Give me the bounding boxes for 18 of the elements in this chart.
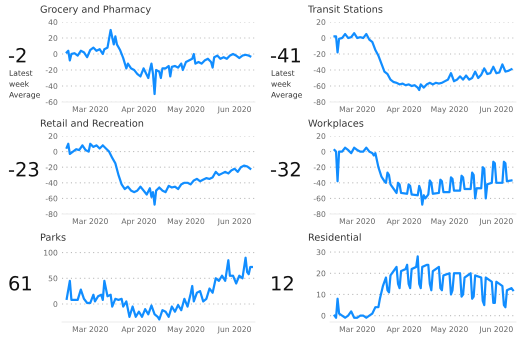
line-series: [333, 255, 514, 319]
text: -23: [8, 162, 38, 177]
line-series: [66, 256, 253, 321]
chart-title: Residential: [308, 233, 361, 241]
text: -41: [270, 48, 300, 62]
text: 61: [9, 276, 31, 291]
line-series: [333, 146, 513, 206]
line-series: [66, 142, 252, 206]
text: 12: [272, 276, 293, 290]
chart-title: Workplaces: [308, 119, 364, 129]
chart-title: Grocery and Pharmacy: [40, 5, 151, 15]
chart-title: Retail and Recreation: [40, 119, 144, 127]
line-series: [333, 32, 513, 92]
chart-title: Transit Stations: [308, 5, 382, 13]
chart-title: Parks: [40, 233, 66, 241]
text: -2: [8, 48, 26, 62]
text: -32: [270, 162, 300, 177]
line-series: [66, 28, 252, 96]
